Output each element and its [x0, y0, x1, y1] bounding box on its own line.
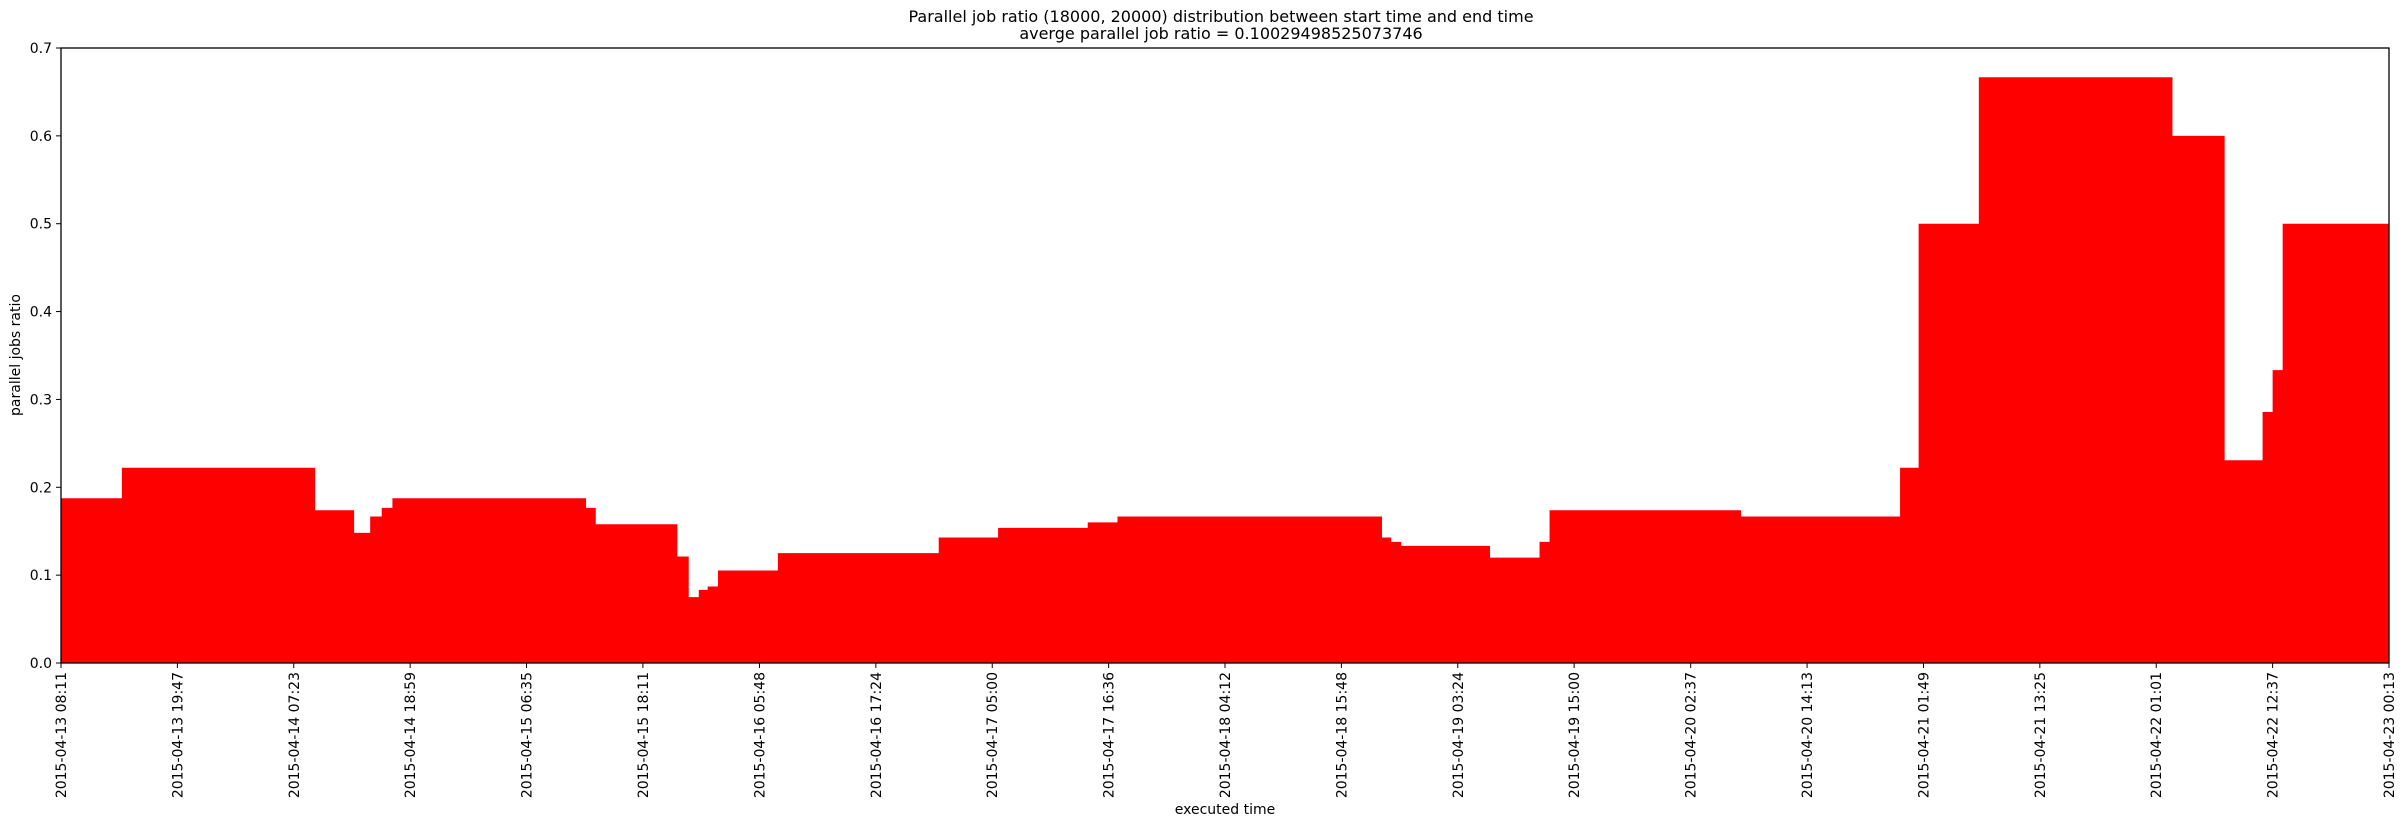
- x-tick-label: 2015-04-20 14:13: [1800, 672, 1816, 798]
- chart-title: Parallel job ratio (18000, 20000) distri…: [908, 7, 1533, 26]
- y-tick-label: 0.2: [30, 480, 52, 496]
- x-tick-label: 2015-04-18 04:12: [1218, 672, 1234, 798]
- x-tick-label: 2015-04-22 01:01: [2149, 672, 2165, 798]
- chart-subtitle: averge parallel job ratio = 0.1002949852…: [1019, 24, 1422, 43]
- y-tick-label: 0.6: [30, 129, 52, 145]
- x-tick-label: 2015-04-23 00:13: [2382, 672, 2398, 798]
- x-tick-label: 2015-04-16 17:24: [869, 672, 885, 798]
- x-tick-label: 2015-04-14 07:23: [287, 672, 303, 798]
- x-tick-label: 2015-04-21 01:49: [1916, 672, 1932, 798]
- x-tick-label: 2015-04-18 15:48: [1334, 672, 1350, 798]
- x-axis-label: executed time: [1175, 802, 1275, 818]
- x-tick-label: 2015-04-13 08:11: [54, 672, 70, 798]
- x-tick-label: 2015-04-13 19:47: [170, 672, 186, 798]
- x-axis: 2015-04-13 08:11 2015-04-13 19:47 2015-04-…: [54, 663, 2398, 798]
- area-series: [61, 77, 2389, 663]
- y-tick-label: 0.3: [30, 392, 52, 408]
- y-tick-label: 0.1: [30, 568, 52, 584]
- x-tick-label: 2015-04-14 18:59: [403, 672, 419, 798]
- x-tick-label: 2015-04-21 13:25: [2033, 672, 2049, 798]
- plot-area: [61, 77, 2389, 663]
- y-tick-label: 0.5: [30, 217, 52, 233]
- x-tick-label: 2015-04-22 12:37: [2266, 672, 2282, 798]
- y-tick-label: 0.4: [30, 305, 52, 321]
- y-axis: 0.0 0.1 0.2 0.3 0.4 0.5 0.6 0.7: [30, 41, 61, 672]
- x-tick-label: 2015-04-20 02:37: [1684, 672, 1700, 798]
- x-tick-label: 2015-04-16 05:48: [752, 672, 768, 798]
- y-axis-label: parallel jobs ratio: [8, 294, 24, 416]
- x-tick-label: 2015-04-19 15:00: [1567, 672, 1583, 798]
- x-tick-label: 2015-04-17 16:36: [1102, 672, 1118, 798]
- y-tick-label: 0.0: [30, 656, 52, 672]
- x-tick-label: 2015-04-15 18:11: [636, 672, 652, 798]
- x-tick-label: 2015-04-15 06:35: [520, 672, 536, 798]
- y-tick-label: 0.7: [30, 41, 52, 57]
- x-tick-label: 2015-04-19 03:24: [1451, 672, 1467, 798]
- x-tick-label: 2015-04-17 05:00: [985, 672, 1001, 798]
